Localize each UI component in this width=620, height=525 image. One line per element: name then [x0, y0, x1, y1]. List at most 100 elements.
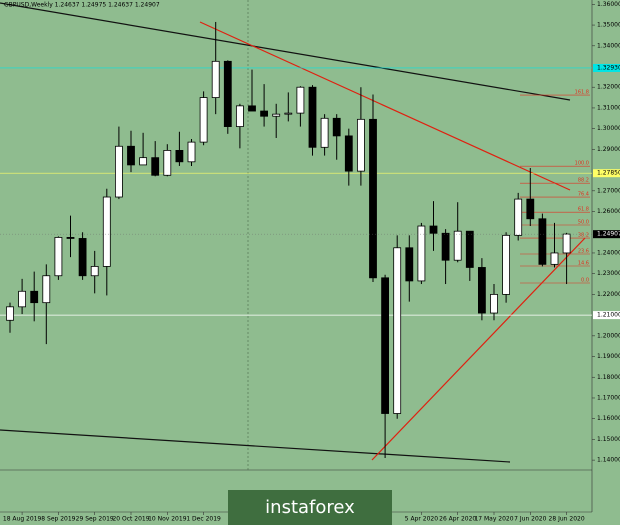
candle-body — [356, 118, 365, 172]
level-box — [593, 63, 620, 72]
fib-label: 76.4 — [578, 192, 589, 198]
candle-body — [127, 145, 135, 166]
candle-body — [199, 97, 208, 143]
x-tick-label: 26 Apr 2020 — [439, 516, 476, 523]
candle-body — [405, 247, 414, 282]
y-tick-label: 1.22000 — [597, 291, 620, 298]
y-tick-label: 1.14000 — [597, 457, 620, 464]
level-label: 1.27850 — [597, 170, 620, 177]
candle-body — [308, 86, 317, 148]
candle-body — [223, 60, 232, 127]
candle-body — [187, 141, 196, 163]
candle-body — [272, 113, 281, 117]
candle-body — [66, 237, 75, 239]
y-tick-label: 1.16000 — [597, 415, 620, 422]
candle-body — [102, 196, 111, 267]
candle-body — [235, 105, 244, 127]
candle-body — [514, 198, 523, 236]
candle-body — [453, 230, 462, 261]
y-tick-label: 1.19000 — [597, 353, 620, 360]
candle-body — [550, 252, 559, 265]
x-tick-label: 7 Jun 2020 — [514, 516, 546, 523]
candle-body — [477, 267, 486, 314]
candle-body — [490, 293, 498, 314]
candle-body — [6, 306, 14, 321]
candle-body — [417, 225, 426, 282]
candle-body — [562, 233, 571, 254]
level-label: 1.32930 — [597, 64, 620, 71]
y-tick-label: 1.32000 — [597, 84, 620, 91]
candle-body — [248, 105, 256, 112]
level-box — [593, 169, 620, 178]
candle-body — [284, 112, 293, 115]
last-price-box — [593, 230, 620, 239]
candle-body — [332, 117, 341, 137]
candle-body — [42, 275, 51, 304]
watermark-box — [228, 490, 392, 525]
trend-line — [371, 237, 586, 461]
fib-label: 0.0 — [581, 277, 589, 283]
y-tick-label: 1.35000 — [597, 22, 620, 29]
chart-title: GBPUSD,Weekly 1.24637 1.24975 1.24637 1.… — [4, 2, 160, 9]
candle-body — [211, 60, 220, 98]
candle-body — [320, 117, 329, 148]
watermark: instaforex — [265, 497, 355, 518]
candle-body — [175, 150, 184, 163]
trend-line — [0, 429, 511, 463]
candle-body — [344, 135, 353, 172]
x-tick-label: 17 May 2020 — [474, 516, 513, 523]
candle-body — [139, 157, 148, 166]
y-tick-label: 1.23000 — [597, 270, 620, 277]
x-tick-label: 29 Sep 2019 — [76, 516, 114, 523]
y-tick-label: 1.34000 — [597, 42, 620, 49]
last-price-label: 1.24907 — [597, 231, 620, 238]
candle-body — [54, 237, 63, 277]
candle-body — [441, 232, 450, 261]
x-tick-label: 8 Sep 2019 — [41, 516, 75, 523]
candle-body — [393, 247, 402, 414]
candle-body — [163, 150, 172, 176]
candle-body — [78, 238, 87, 277]
fib-label: 100.0 — [575, 161, 589, 167]
y-tick-label: 1.27000 — [597, 187, 620, 194]
y-tick-label: 1.24000 — [597, 249, 620, 256]
fib-label: 161.8 — [575, 90, 589, 96]
candle-body — [526, 198, 535, 220]
candle-body — [30, 290, 39, 304]
fib-label: 14.6 — [578, 261, 589, 267]
trend-line — [199, 21, 571, 191]
candle-body — [296, 86, 305, 114]
candle-body — [538, 218, 547, 265]
level-label: 1.21000 — [597, 312, 620, 319]
y-tick-label: 1.15000 — [597, 436, 620, 443]
y-tick-label: 1.26000 — [597, 208, 620, 215]
candle-body — [465, 230, 474, 268]
fib-label: 50.0 — [578, 219, 589, 225]
level-box — [593, 311, 620, 320]
candle-body — [429, 225, 438, 234]
x-tick-label: 10 Nov 2019 — [148, 516, 187, 523]
candle-body — [115, 145, 123, 198]
y-tick-label: 1.18000 — [597, 374, 620, 381]
fib-label: 23.6 — [578, 248, 589, 254]
candle-body — [260, 110, 269, 117]
fib-label: 38.2 — [578, 233, 589, 239]
trend-line — [0, 2, 571, 101]
candle-body — [18, 290, 27, 308]
candle-body — [151, 157, 160, 176]
x-tick-label: 1 Dec 2019 — [186, 516, 221, 523]
fib-label: 61.8 — [578, 207, 589, 213]
x-tick-label: 5 Apr 2020 — [405, 516, 438, 523]
y-tick-label: 1.29000 — [597, 146, 620, 153]
x-tick-label: 18 Aug 2019 — [3, 516, 42, 523]
candle-body — [502, 234, 511, 295]
candle-body — [381, 277, 390, 414]
x-tick-label: 28 Jun 2020 — [549, 516, 585, 523]
candle-body — [369, 118, 377, 279]
y-tick-label: 1.17000 — [597, 394, 620, 401]
fib-label: 88.2 — [578, 178, 589, 184]
y-tick-label: 1.30000 — [597, 125, 620, 132]
